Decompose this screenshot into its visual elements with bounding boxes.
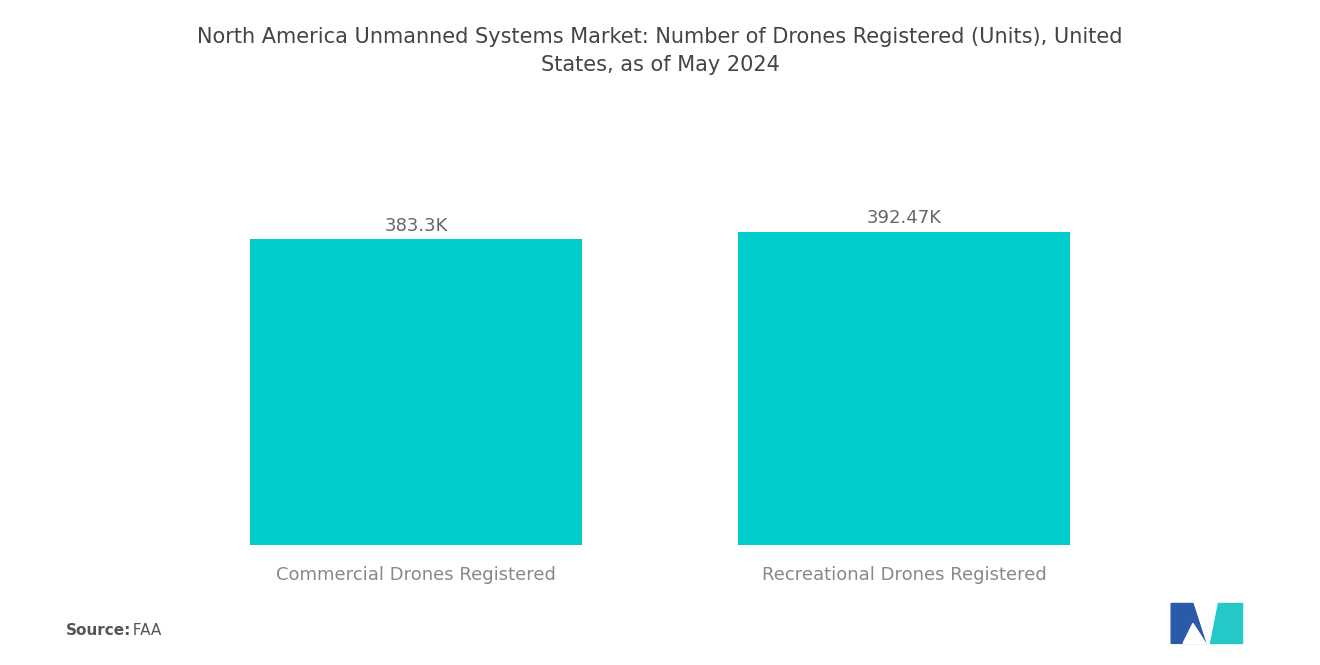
Bar xyxy=(738,232,1071,545)
Text: FAA: FAA xyxy=(123,623,161,638)
Bar xyxy=(249,239,582,545)
Polygon shape xyxy=(1209,604,1242,644)
Polygon shape xyxy=(1183,624,1206,644)
Text: Source:: Source: xyxy=(66,623,132,638)
Text: North America Unmanned Systems Market: Number of Drones Registered (Units), Unit: North America Unmanned Systems Market: N… xyxy=(197,27,1123,74)
Text: 392.47K: 392.47K xyxy=(866,209,941,227)
Polygon shape xyxy=(1171,604,1206,644)
Text: 383.3K: 383.3K xyxy=(384,217,447,235)
